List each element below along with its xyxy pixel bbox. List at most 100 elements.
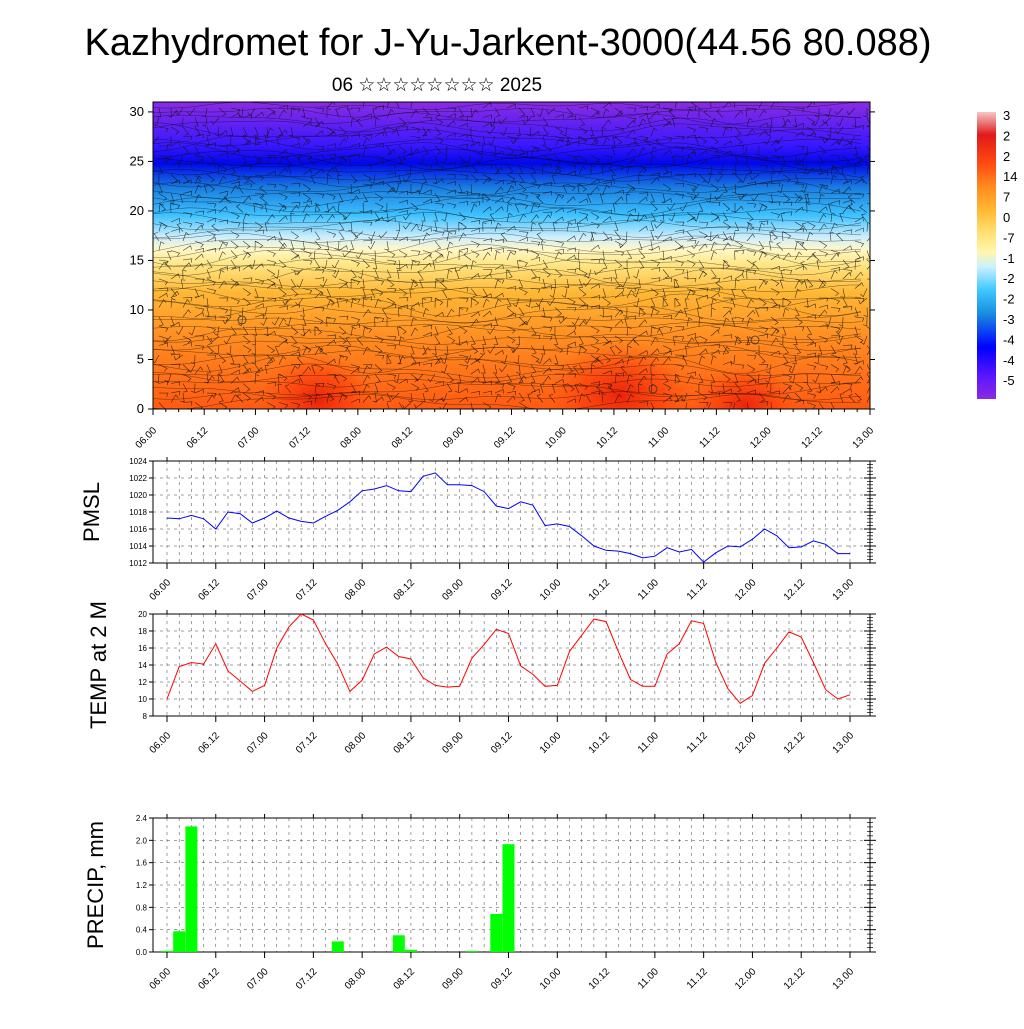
wind-barb <box>266 269 276 277</box>
wind-barb <box>204 373 209 384</box>
y-tick-label: 0.8 <box>136 903 148 912</box>
wind-barb <box>566 136 573 147</box>
wind-barb <box>254 174 265 181</box>
wind-barb <box>206 155 216 163</box>
wind-barb <box>482 269 493 274</box>
chart-subtitle: 06 ☆☆☆☆☆☆☆☆ 2025 <box>332 75 542 96</box>
wind-barb <box>674 102 677 109</box>
wind-barb <box>482 193 487 204</box>
wind-barb <box>566 115 577 120</box>
wind-barb <box>458 396 468 403</box>
wind-barb <box>626 213 634 223</box>
wind-barb <box>794 206 804 213</box>
x-tick-label: 08.12 <box>390 425 416 451</box>
wind-barb <box>554 165 562 175</box>
wind-barb <box>442 289 448 299</box>
wind-barb <box>734 250 745 255</box>
wind-barb <box>314 259 321 269</box>
wind-barb <box>722 235 732 242</box>
wind-barb <box>446 174 457 179</box>
wind-barb <box>566 183 576 192</box>
wind-barb <box>602 181 613 186</box>
wind-barb <box>638 136 649 142</box>
wind-barb <box>765 364 772 374</box>
wind-barb <box>794 163 805 169</box>
x-tick-label: 09.12 <box>489 577 515 603</box>
wind-barb <box>551 384 557 394</box>
wind-barb <box>686 371 697 376</box>
wind-barb <box>830 326 841 333</box>
wind-barb <box>685 402 688 409</box>
wind-barb <box>638 106 649 111</box>
wind-barb <box>334 202 340 213</box>
wind-barb <box>300 240 305 251</box>
wind-barb <box>698 243 708 251</box>
wind-barb <box>470 203 478 213</box>
wind-barb <box>794 392 802 402</box>
wind-barb <box>338 155 347 164</box>
wind-barb <box>638 240 643 250</box>
wind-barb <box>866 237 870 242</box>
wind-barb <box>446 133 456 138</box>
wind-barb <box>386 392 392 402</box>
wind-barb <box>290 212 295 223</box>
wind-barb <box>530 107 536 117</box>
wind-barb <box>830 165 837 175</box>
wind-barb <box>242 297 251 306</box>
wind-barb <box>266 156 274 166</box>
wind-barb <box>242 392 251 401</box>
wind-barb <box>542 117 549 127</box>
wind-barb <box>830 373 836 383</box>
wind-barb <box>741 145 748 156</box>
wind-barb <box>422 232 430 242</box>
wind-barb <box>836 232 844 242</box>
wind-barb <box>350 259 360 267</box>
wind-barb <box>432 260 437 270</box>
wind-barb <box>585 393 592 403</box>
x-tick-label: 09.00 <box>440 730 466 756</box>
wind-barb <box>482 219 493 225</box>
wind-barb <box>254 303 264 308</box>
wind-barb <box>614 126 625 133</box>
wind-barb <box>774 145 784 152</box>
colorbar-label: 2 <box>1003 128 1010 143</box>
wind-barb <box>638 174 643 185</box>
isoline <box>153 243 862 259</box>
wind-barb <box>153 354 160 364</box>
wind-barb <box>386 126 396 134</box>
wind-barb <box>266 155 277 160</box>
wind-barb <box>638 196 648 204</box>
wind-barb <box>558 316 568 324</box>
wind-barb <box>290 364 301 369</box>
wind-barb <box>206 248 217 253</box>
wind-barb <box>302 288 313 294</box>
wind-barb <box>602 137 610 147</box>
wind-barb <box>230 231 240 239</box>
wind-barb <box>758 297 767 307</box>
wind-barb <box>254 297 265 302</box>
wind-barb <box>158 261 167 270</box>
wind-barb <box>422 332 432 337</box>
wind-barb <box>758 182 769 188</box>
wind-barb <box>602 108 610 118</box>
wind-barb <box>206 278 216 286</box>
wind-barb <box>860 335 868 345</box>
wind-barb <box>549 288 556 298</box>
wind-barb <box>384 240 389 251</box>
wind-barb <box>458 174 469 180</box>
wind-barb <box>554 164 562 174</box>
isoline <box>153 102 862 111</box>
wind-barb <box>674 155 685 161</box>
wind-barb <box>271 316 280 326</box>
wind-barb <box>482 102 492 109</box>
wind-barb <box>830 174 837 185</box>
wind-barb <box>638 307 644 318</box>
wind-barb <box>374 216 384 223</box>
wind-barb <box>324 202 329 213</box>
wind-barb <box>302 121 312 128</box>
wind-barb <box>554 378 564 384</box>
wind-barb <box>614 196 624 204</box>
y-tick-label: 12 <box>138 678 147 687</box>
wind-barb <box>194 307 205 313</box>
wind-barb <box>623 259 628 270</box>
